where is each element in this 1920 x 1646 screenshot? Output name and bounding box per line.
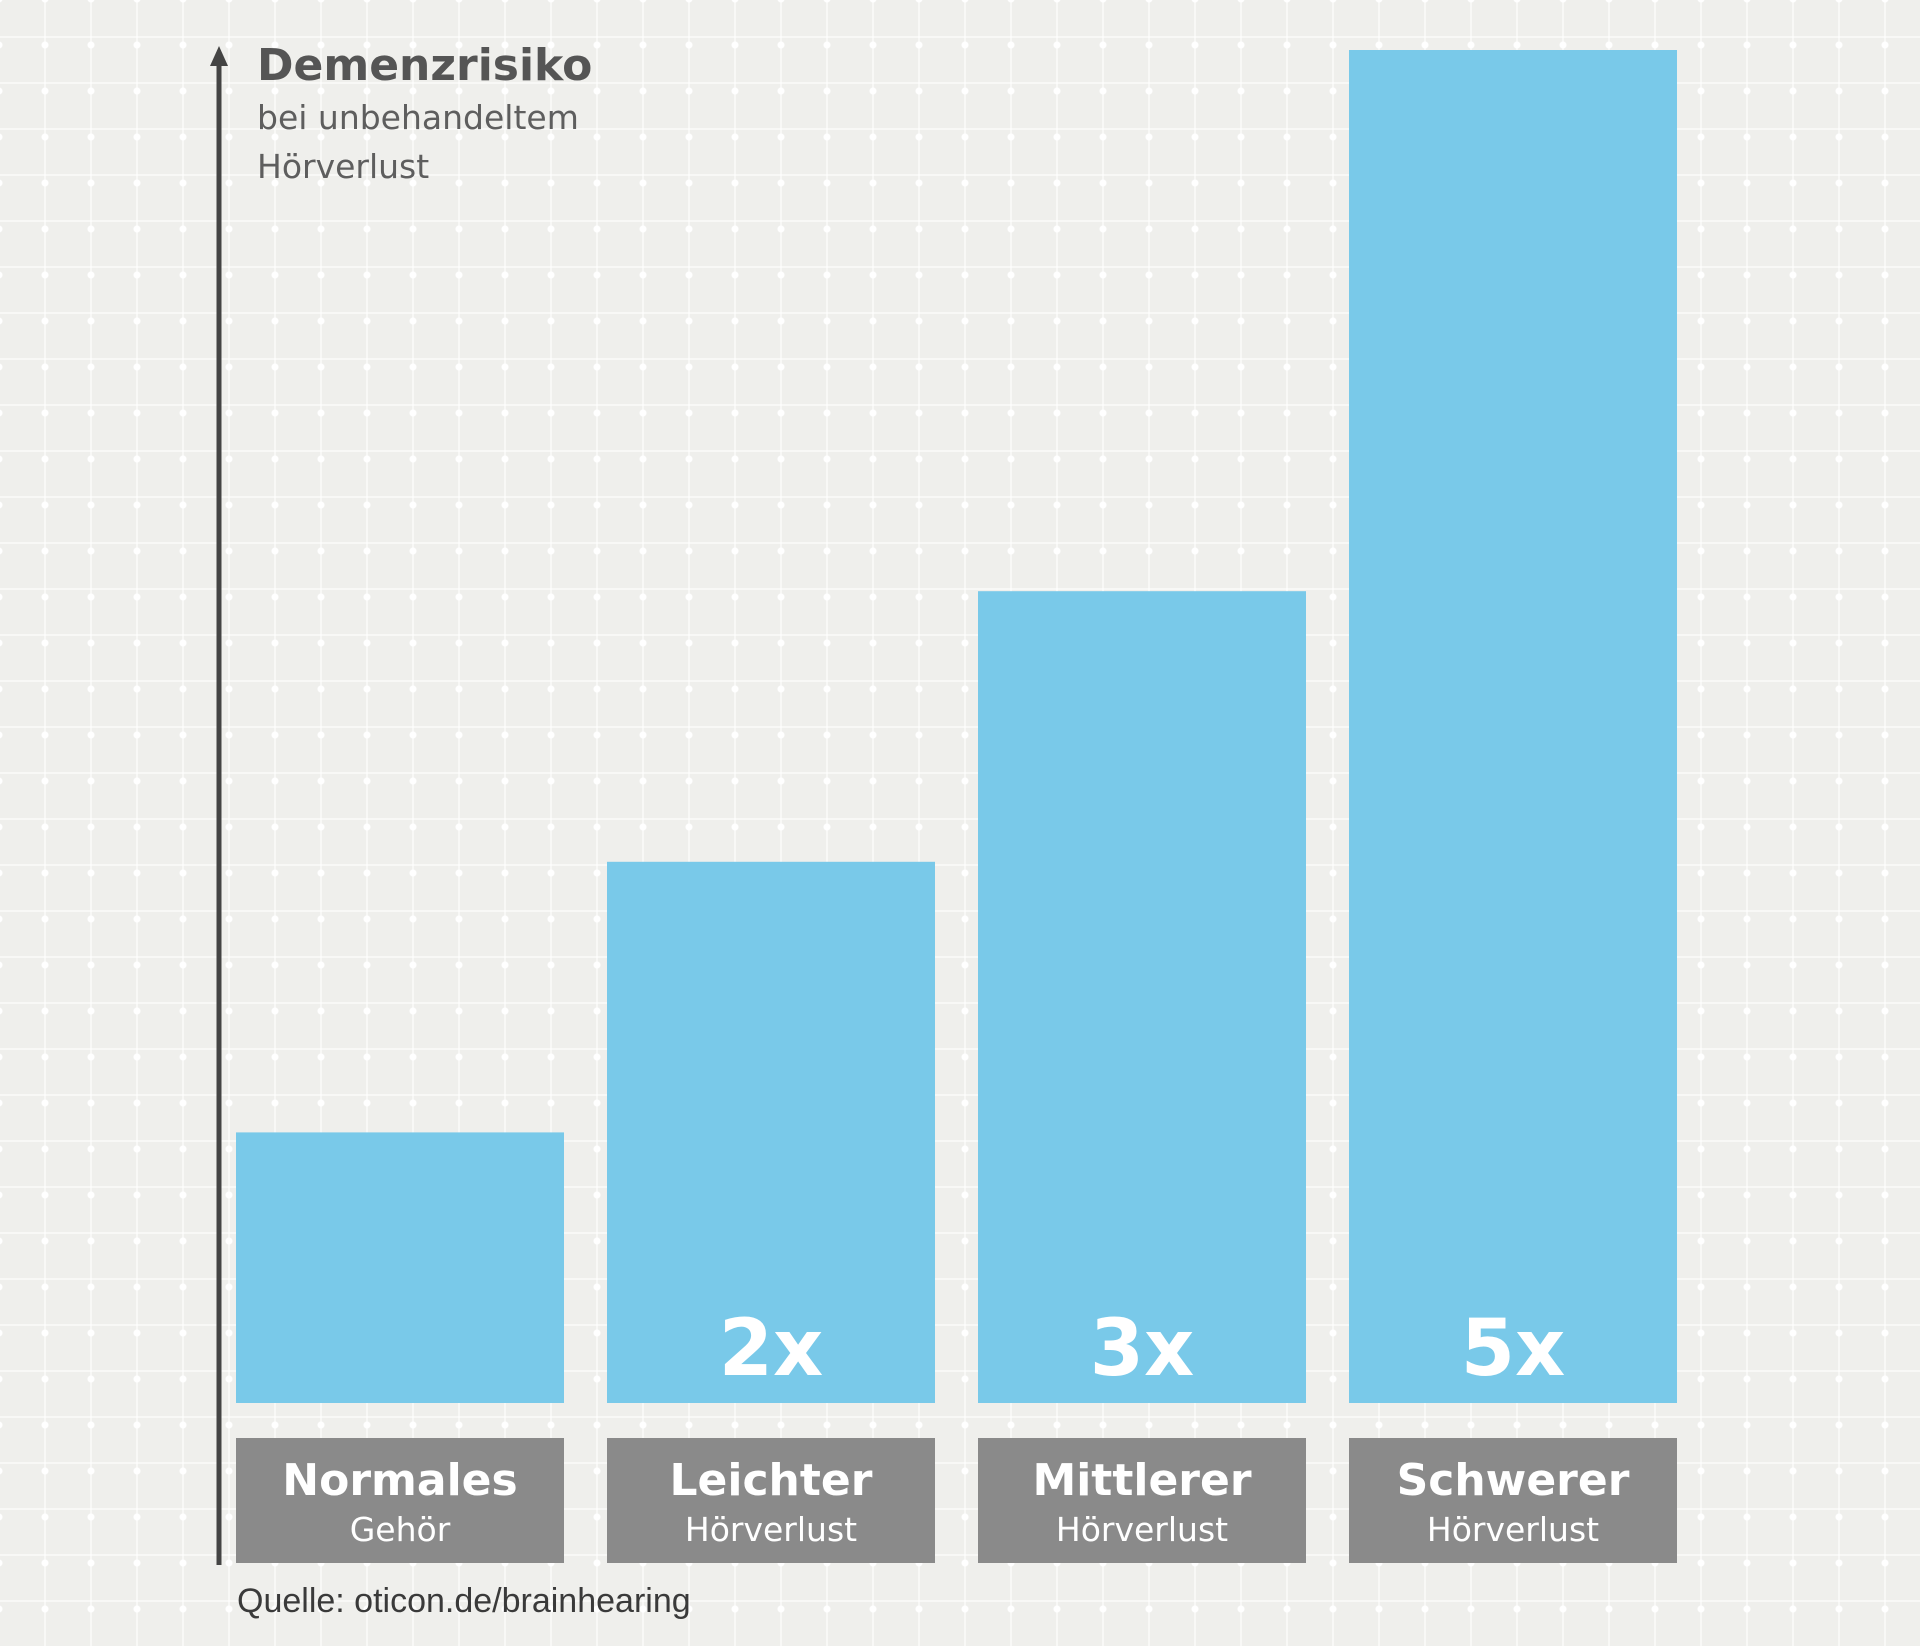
bar-value-label-schwerer-hoerverlust: 5x <box>1461 1304 1566 1394</box>
category-label-sub-normales-gehoer: Gehör <box>350 1510 451 1549</box>
y-axis: Demenzrisiko bei unbehandeltem Hörverlus… <box>210 40 592 1565</box>
category-box-normales-gehoer <box>236 1438 564 1563</box>
category-labels: Normales Gehör Leichter Hörverlust Mittlerer… <box>236 1438 1677 1563</box>
bar-value-label-leichter-hoerverlust: 2x <box>719 1304 824 1394</box>
bar-value-labels: 2x 3x 5x <box>719 1304 1566 1394</box>
category-label-main-normales-gehoer: Normales <box>282 1455 517 1506</box>
source-note: Quelle: oticon.de/brainhearing <box>237 1582 691 1620</box>
category-label-main-leichter-hoerverlust: Leichter <box>670 1455 873 1506</box>
bar-value-label-mittlerer-hoerverlust: 3x <box>1090 1304 1195 1394</box>
bar-leichter-hoerverlust <box>607 861 935 1403</box>
y-axis-title: Demenzrisiko <box>257 40 592 91</box>
y-axis-subtitle-line-2: Hörverlust <box>257 147 429 186</box>
category-label-sub-mittlerer-hoerverlust: Hörverlust <box>1056 1510 1228 1549</box>
y-axis-subtitle-line-1: bei unbehandeltem <box>257 98 579 137</box>
category-label-sub-leichter-hoerverlust: Hörverlust <box>685 1510 857 1549</box>
category-box-mittlerer-hoerverlust <box>978 1438 1306 1563</box>
category-label-main-schwerer-hoerverlust: Schwerer <box>1397 1455 1630 1506</box>
category-box-leichter-hoerverlust <box>607 1438 935 1563</box>
bar-normales-gehoer <box>236 1132 564 1403</box>
y-axis-arrow <box>210 46 228 66</box>
bars <box>236 50 1677 1403</box>
category-box-schwerer-hoerverlust <box>1349 1438 1677 1563</box>
category-label-main-mittlerer-hoerverlust: Mittlerer <box>1032 1455 1251 1506</box>
bar-schwerer-hoerverlust <box>1349 50 1677 1403</box>
bar-mittlerer-hoerverlust <box>978 591 1306 1403</box>
category-label-sub-schwerer-hoerverlust: Hörverlust <box>1427 1510 1599 1549</box>
